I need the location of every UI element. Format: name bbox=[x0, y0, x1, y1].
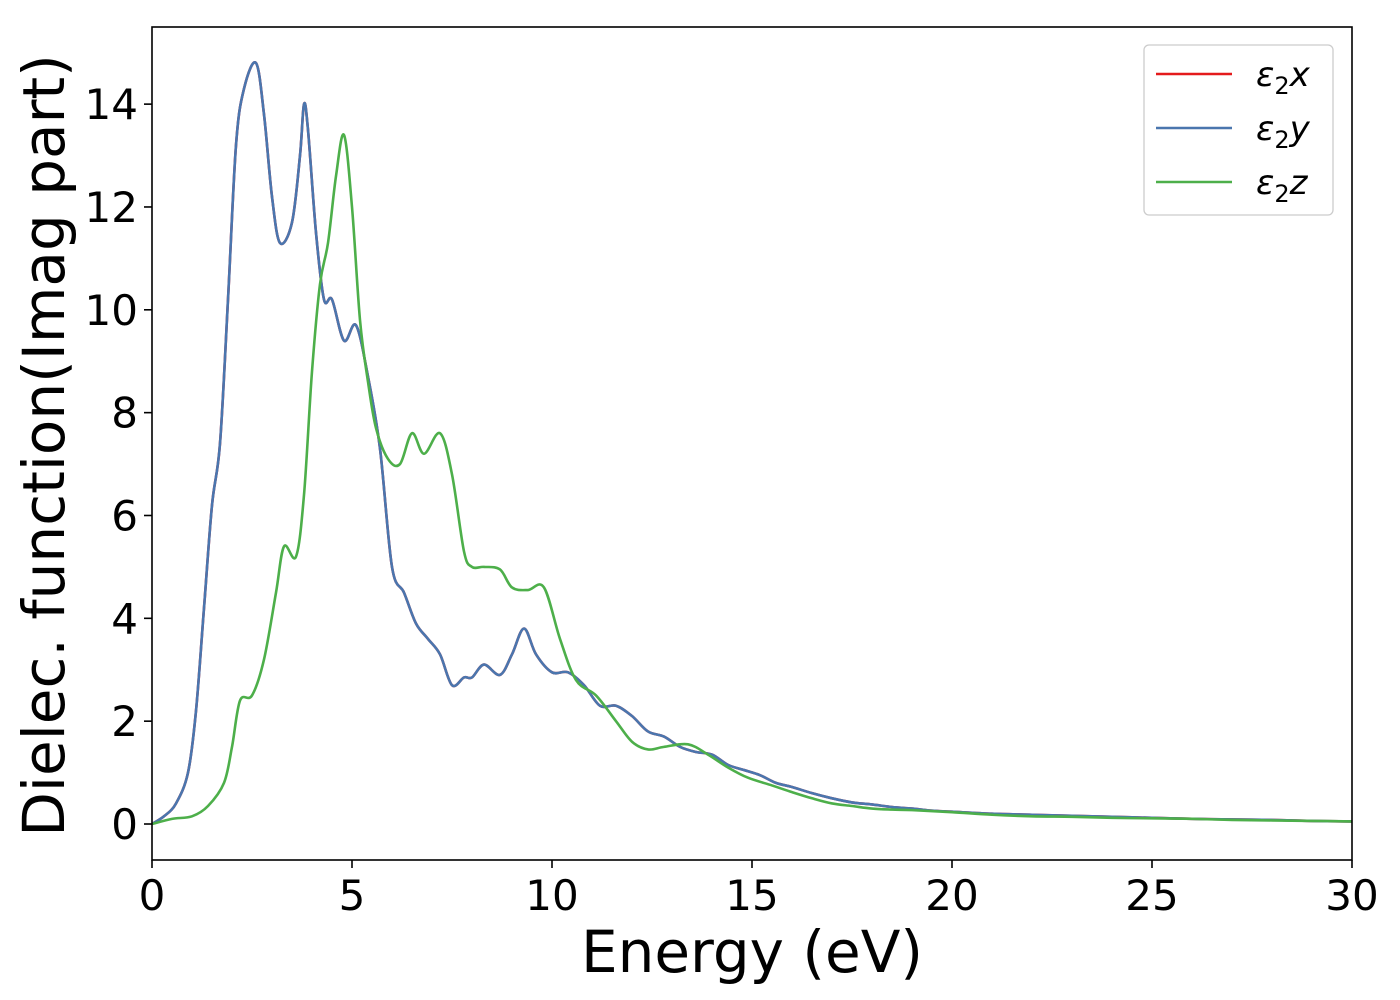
x-tick-label: 10 bbox=[525, 871, 578, 920]
axes-frame bbox=[151, 26, 1353, 861]
legend-label-y: ε2y bbox=[1256, 109, 1311, 154]
x-tick-label: 20 bbox=[925, 871, 978, 920]
x-tick-label: 0 bbox=[139, 871, 166, 920]
y-tick-label: 12 bbox=[85, 183, 138, 232]
legend-label-z: ε2z bbox=[1256, 163, 1309, 208]
y-tick-label: 8 bbox=[111, 389, 138, 438]
x-axis-title: Energy (eV) bbox=[581, 918, 923, 986]
x-tick-label: 15 bbox=[725, 871, 778, 920]
plot-area bbox=[152, 61, 1352, 826]
legend-box bbox=[1143, 44, 1334, 216]
y-tick-label: 6 bbox=[111, 491, 138, 540]
x-tick-label: 5 bbox=[339, 871, 366, 920]
x-tick-label: 25 bbox=[1125, 871, 1178, 920]
y-tick-label: 0 bbox=[111, 800, 138, 849]
y-tick-label: 4 bbox=[111, 594, 138, 643]
y-axis-title: Dielec. function(Imag part) bbox=[10, 54, 78, 837]
series-line-z bbox=[152, 133, 1352, 826]
x-axis-ticks: 0 5 10 15 20 25 30 bbox=[139, 860, 1379, 920]
x-tick-label: 30 bbox=[1325, 871, 1378, 920]
y-tick-label: 10 bbox=[85, 286, 138, 335]
y-tick-label: 2 bbox=[111, 697, 138, 746]
series-line-y bbox=[152, 61, 1352, 826]
legend-label-x: ε2x bbox=[1256, 55, 1311, 100]
y-tick-label: 14 bbox=[85, 80, 138, 129]
legend: ε2x ε2y ε2z bbox=[1143, 44, 1334, 216]
y-axis-ticks: 0 2 4 6 8 10 12 14 bbox=[85, 80, 152, 849]
